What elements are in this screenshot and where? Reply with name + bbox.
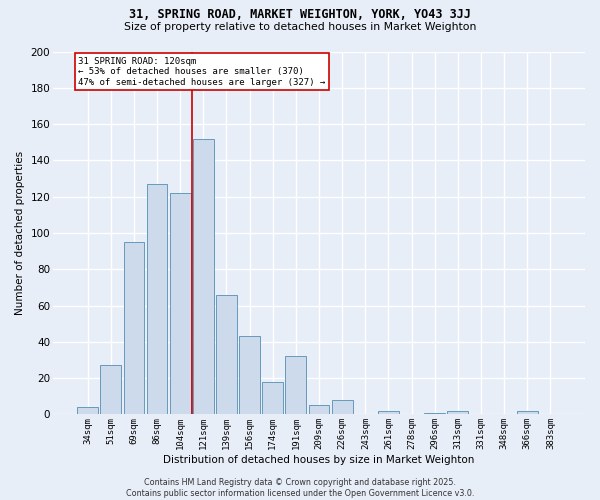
Bar	[308, 406, 329, 414]
Bar	[146, 184, 167, 414]
Bar	[100, 366, 121, 414]
Y-axis label: Number of detached properties: Number of detached properties	[15, 151, 25, 315]
Bar	[239, 336, 260, 414]
Text: 31, SPRING ROAD, MARKET WEIGHTON, YORK, YO43 3JJ: 31, SPRING ROAD, MARKET WEIGHTON, YORK, …	[129, 8, 471, 20]
Bar	[424, 412, 445, 414]
Text: Size of property relative to detached houses in Market Weighton: Size of property relative to detached ho…	[124, 22, 476, 32]
Bar	[170, 193, 191, 414]
Bar	[216, 294, 237, 414]
Bar	[448, 411, 468, 414]
X-axis label: Distribution of detached houses by size in Market Weighton: Distribution of detached houses by size …	[163, 455, 475, 465]
Bar	[124, 242, 145, 414]
Text: Contains HM Land Registry data © Crown copyright and database right 2025.
Contai: Contains HM Land Registry data © Crown c…	[126, 478, 474, 498]
Bar	[262, 382, 283, 414]
Bar	[286, 356, 307, 414]
Bar	[77, 407, 98, 414]
Text: 31 SPRING ROAD: 120sqm
← 53% of detached houses are smaller (370)
47% of semi-de: 31 SPRING ROAD: 120sqm ← 53% of detached…	[79, 57, 326, 86]
Bar	[193, 138, 214, 414]
Bar	[517, 411, 538, 414]
Bar	[332, 400, 353, 414]
Bar	[378, 411, 399, 414]
